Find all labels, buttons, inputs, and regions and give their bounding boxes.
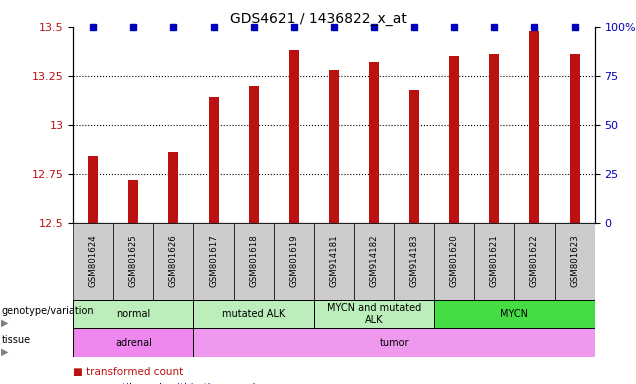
Text: mutated ALK: mutated ALK <box>222 309 286 319</box>
Text: GSM801619: GSM801619 <box>289 235 298 288</box>
Bar <box>369 62 379 223</box>
Bar <box>329 70 339 223</box>
Bar <box>209 98 219 223</box>
Text: GSM801622: GSM801622 <box>530 235 539 288</box>
Text: GSM914183: GSM914183 <box>410 235 418 288</box>
Text: GSM801623: GSM801623 <box>570 235 579 288</box>
Bar <box>434 300 595 328</box>
Bar <box>73 300 193 328</box>
Bar <box>128 180 139 223</box>
Text: GSM801617: GSM801617 <box>209 235 218 288</box>
Bar <box>314 223 354 300</box>
Bar <box>434 223 474 300</box>
Bar <box>570 54 579 223</box>
Bar <box>88 156 98 223</box>
Text: genotype/variation: genotype/variation <box>1 306 94 316</box>
Bar <box>113 223 153 300</box>
Text: GSM801618: GSM801618 <box>249 235 258 288</box>
Bar <box>193 328 595 357</box>
Text: tumor: tumor <box>379 338 409 348</box>
Bar <box>289 50 299 223</box>
Text: GSM801625: GSM801625 <box>129 235 138 288</box>
Text: MYCN and mutated
ALK: MYCN and mutated ALK <box>327 303 421 325</box>
Text: GSM914181: GSM914181 <box>329 235 338 288</box>
Bar <box>354 223 394 300</box>
Text: GSM801620: GSM801620 <box>450 235 459 288</box>
Bar <box>193 223 233 300</box>
Bar <box>489 54 499 223</box>
Bar <box>73 223 113 300</box>
Bar <box>449 56 459 223</box>
Bar <box>249 86 259 223</box>
Text: normal: normal <box>116 309 151 319</box>
Bar <box>530 31 539 223</box>
Text: adrenal: adrenal <box>115 338 152 348</box>
Bar <box>153 223 193 300</box>
Text: GDS4621 / 1436822_x_at: GDS4621 / 1436822_x_at <box>230 12 406 25</box>
Bar <box>515 223 555 300</box>
Text: GSM801626: GSM801626 <box>169 235 178 288</box>
Text: GSM801624: GSM801624 <box>88 235 98 288</box>
Text: GSM801621: GSM801621 <box>490 235 499 288</box>
Text: ▶: ▶ <box>1 346 9 356</box>
Bar <box>73 328 193 357</box>
Bar <box>555 223 595 300</box>
Text: ▶: ▶ <box>1 318 9 328</box>
Bar <box>394 223 434 300</box>
Bar <box>314 300 434 328</box>
Bar <box>409 89 419 223</box>
Bar <box>474 223 515 300</box>
Text: ■ transformed count: ■ transformed count <box>73 367 183 377</box>
Text: tissue: tissue <box>1 335 31 345</box>
Text: ■ percentile rank within the sample: ■ percentile rank within the sample <box>73 383 262 384</box>
Bar <box>273 223 314 300</box>
Text: GSM914182: GSM914182 <box>370 235 378 288</box>
Bar <box>193 300 314 328</box>
Bar <box>233 223 273 300</box>
Text: MYCN: MYCN <box>501 309 529 319</box>
Bar <box>169 152 179 223</box>
